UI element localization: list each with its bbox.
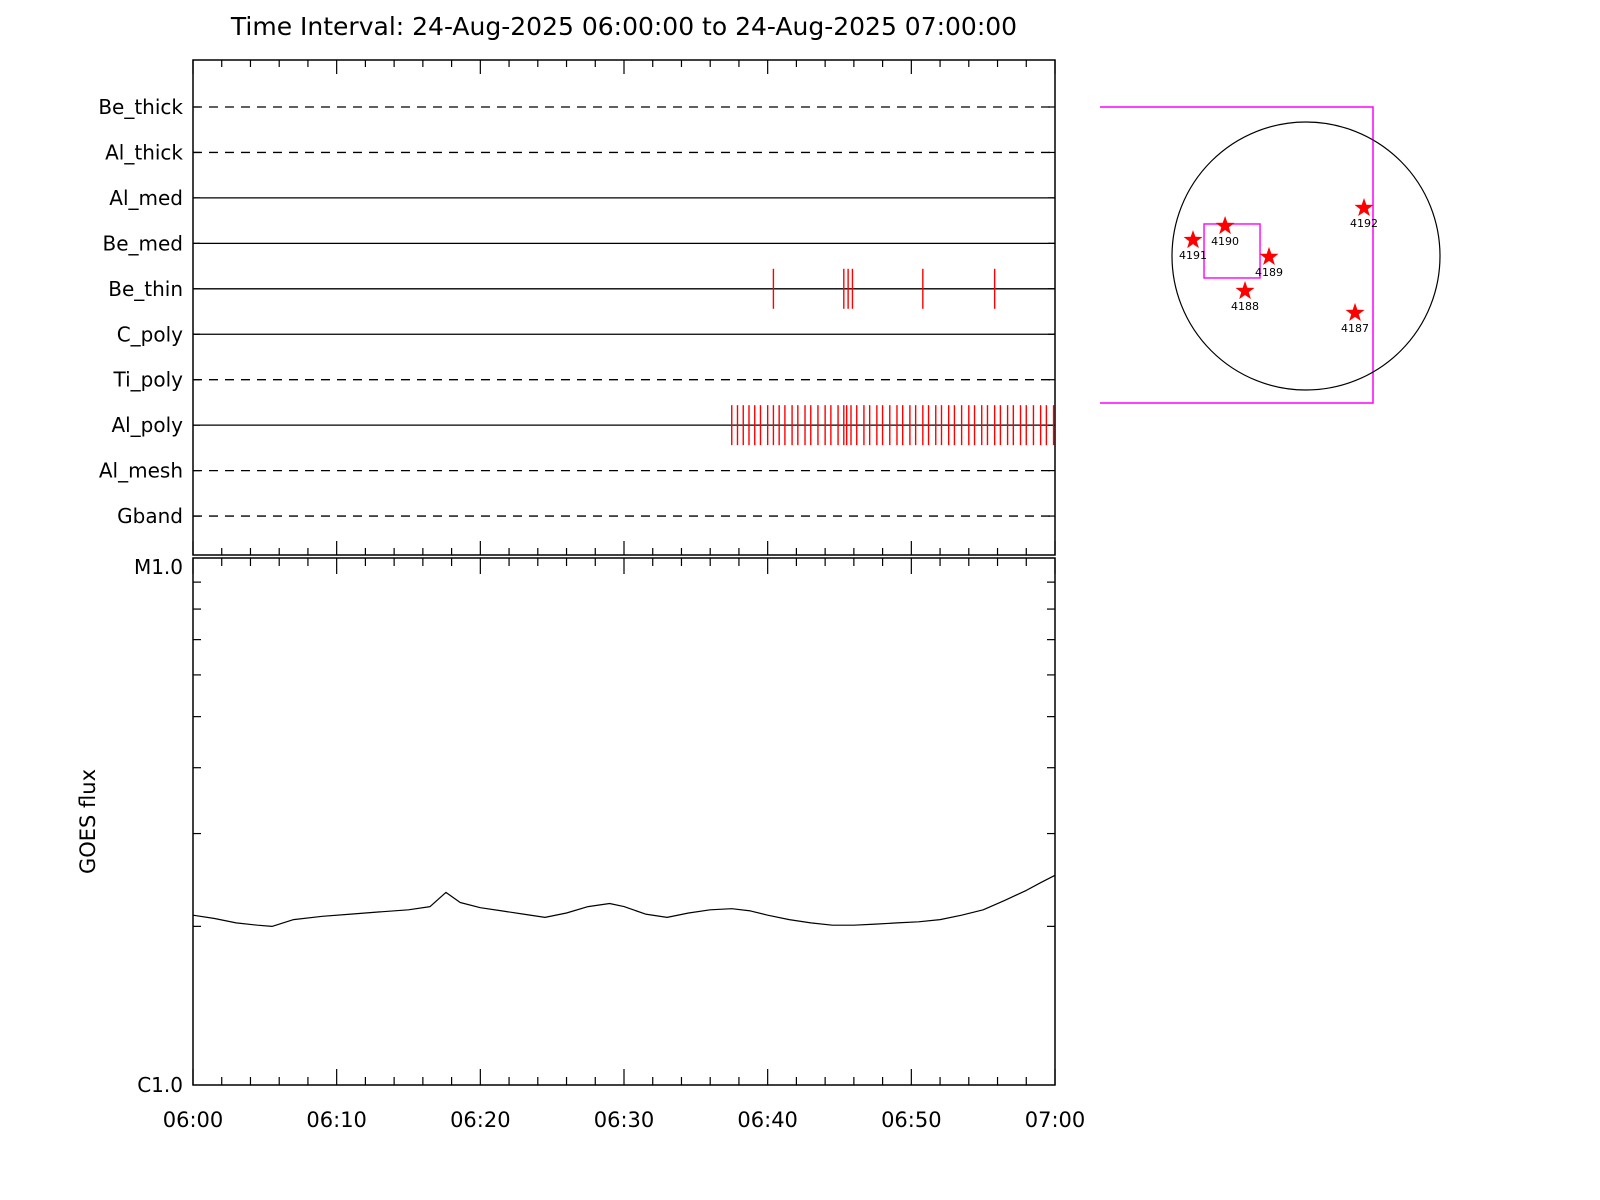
active-region-star [1215,216,1235,235]
active-region-star [1259,246,1279,265]
pointing-box [1203,223,1261,279]
active-region-label: 4187 [1341,322,1369,335]
y-axis-bottom-label: C1.0 [137,1073,183,1097]
y-axis-top-label: M1.0 [134,555,183,579]
filter-row-label: Be_thin [108,277,183,301]
x-tick-label: 06:20 [450,1108,511,1132]
timeline-border [192,59,1056,556]
filter-row-label: Al_mesh [99,459,183,483]
active-region-label: 4191 [1179,249,1207,262]
x-tick-label: 06:50 [881,1108,942,1132]
solar-disk-inset: 4191 4190 4189 4188 4187 4192 [1100,106,1441,404]
x-tick-label: 06:30 [594,1108,655,1132]
active-region-star [1183,230,1203,249]
active-region-label: 4190 [1211,235,1239,248]
x-tick-label: 07:00 [1025,1108,1086,1132]
goes-flux-panel: M1.0 C1.0 GOES flux 06:00 06:10 06:20 06:30 06:… [76,555,1085,1132]
filter-row-label: Ti_poly [113,368,184,392]
x-tick-label: 06:10 [306,1108,367,1132]
active-region-label: 4192 [1350,217,1378,230]
filter-row-label: Al_thick [105,140,183,164]
figure-title: Time Interval: 24-Aug-2025 06:00:00 to 2… [230,12,1018,41]
filter-timeline-panel: Be_thick Al_thick Al_med Be_med Be_thin C_pol… [98,59,1056,556]
active-region-star [1345,302,1365,321]
outer-fov-outline [1100,106,1374,404]
x-tick-label: 06:40 [737,1108,798,1132]
filter-row-label: Al_med [109,186,183,210]
active-region-label: 4189 [1255,266,1283,279]
filter-row-label: C_poly [117,322,183,346]
filter-row-label: Al_poly [111,413,183,437]
y-axis-title: GOES flux [76,769,100,874]
filter-row-label: Be_thick [98,95,183,119]
active-region-star [1235,281,1255,300]
filter-row-label: Be_med [102,231,183,255]
solar-limb [1171,121,1441,391]
flux-border [192,557,1056,1086]
x-tick-label: 06:00 [163,1108,224,1132]
active-region-label: 4188 [1231,300,1259,313]
goes-flux-line [192,874,1056,928]
active-region-star [1354,198,1374,217]
filter-row-label: Gband [117,504,183,528]
